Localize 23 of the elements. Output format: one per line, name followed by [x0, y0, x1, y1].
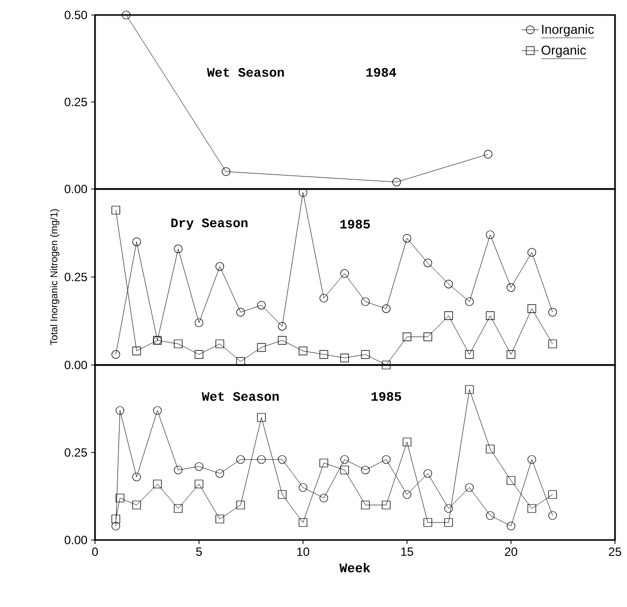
y-tick-label: 0.00: [64, 536, 88, 544]
y-tick-label: 0.25: [64, 272, 87, 282]
x-tick-label: 5: [196, 548, 202, 556]
text: Wet Season: [206, 68, 284, 77]
x-tick-label: 25: [608, 548, 622, 556]
y-tick-label: 0.25: [64, 98, 87, 106]
y-tick-label: 0.00: [64, 360, 88, 370]
text: Dry Season: [171, 218, 248, 230]
x-axis-title: Week: [339, 562, 370, 572]
y-tick-label: 0.25: [64, 448, 87, 457]
text: Wet Season: [202, 392, 279, 401]
x-tick-label: 20: [504, 548, 518, 556]
x-tick-label: 15: [401, 548, 414, 556]
legend-label: Inorganic: [542, 24, 594, 36]
legend-label: Organic: [542, 45, 586, 58]
x-tick-label: 10: [297, 548, 310, 556]
text: 1984: [366, 68, 396, 77]
text: 1985: [340, 220, 370, 229]
x-tick-label: 0: [92, 548, 98, 556]
text: 1985: [372, 392, 402, 401]
y-axis-title: Total Inorganic Nitrogen (mg/1): [50, 209, 60, 346]
y-tick-label: 0.50: [64, 10, 88, 20]
y-tick-label: 0.00: [64, 184, 88, 194]
